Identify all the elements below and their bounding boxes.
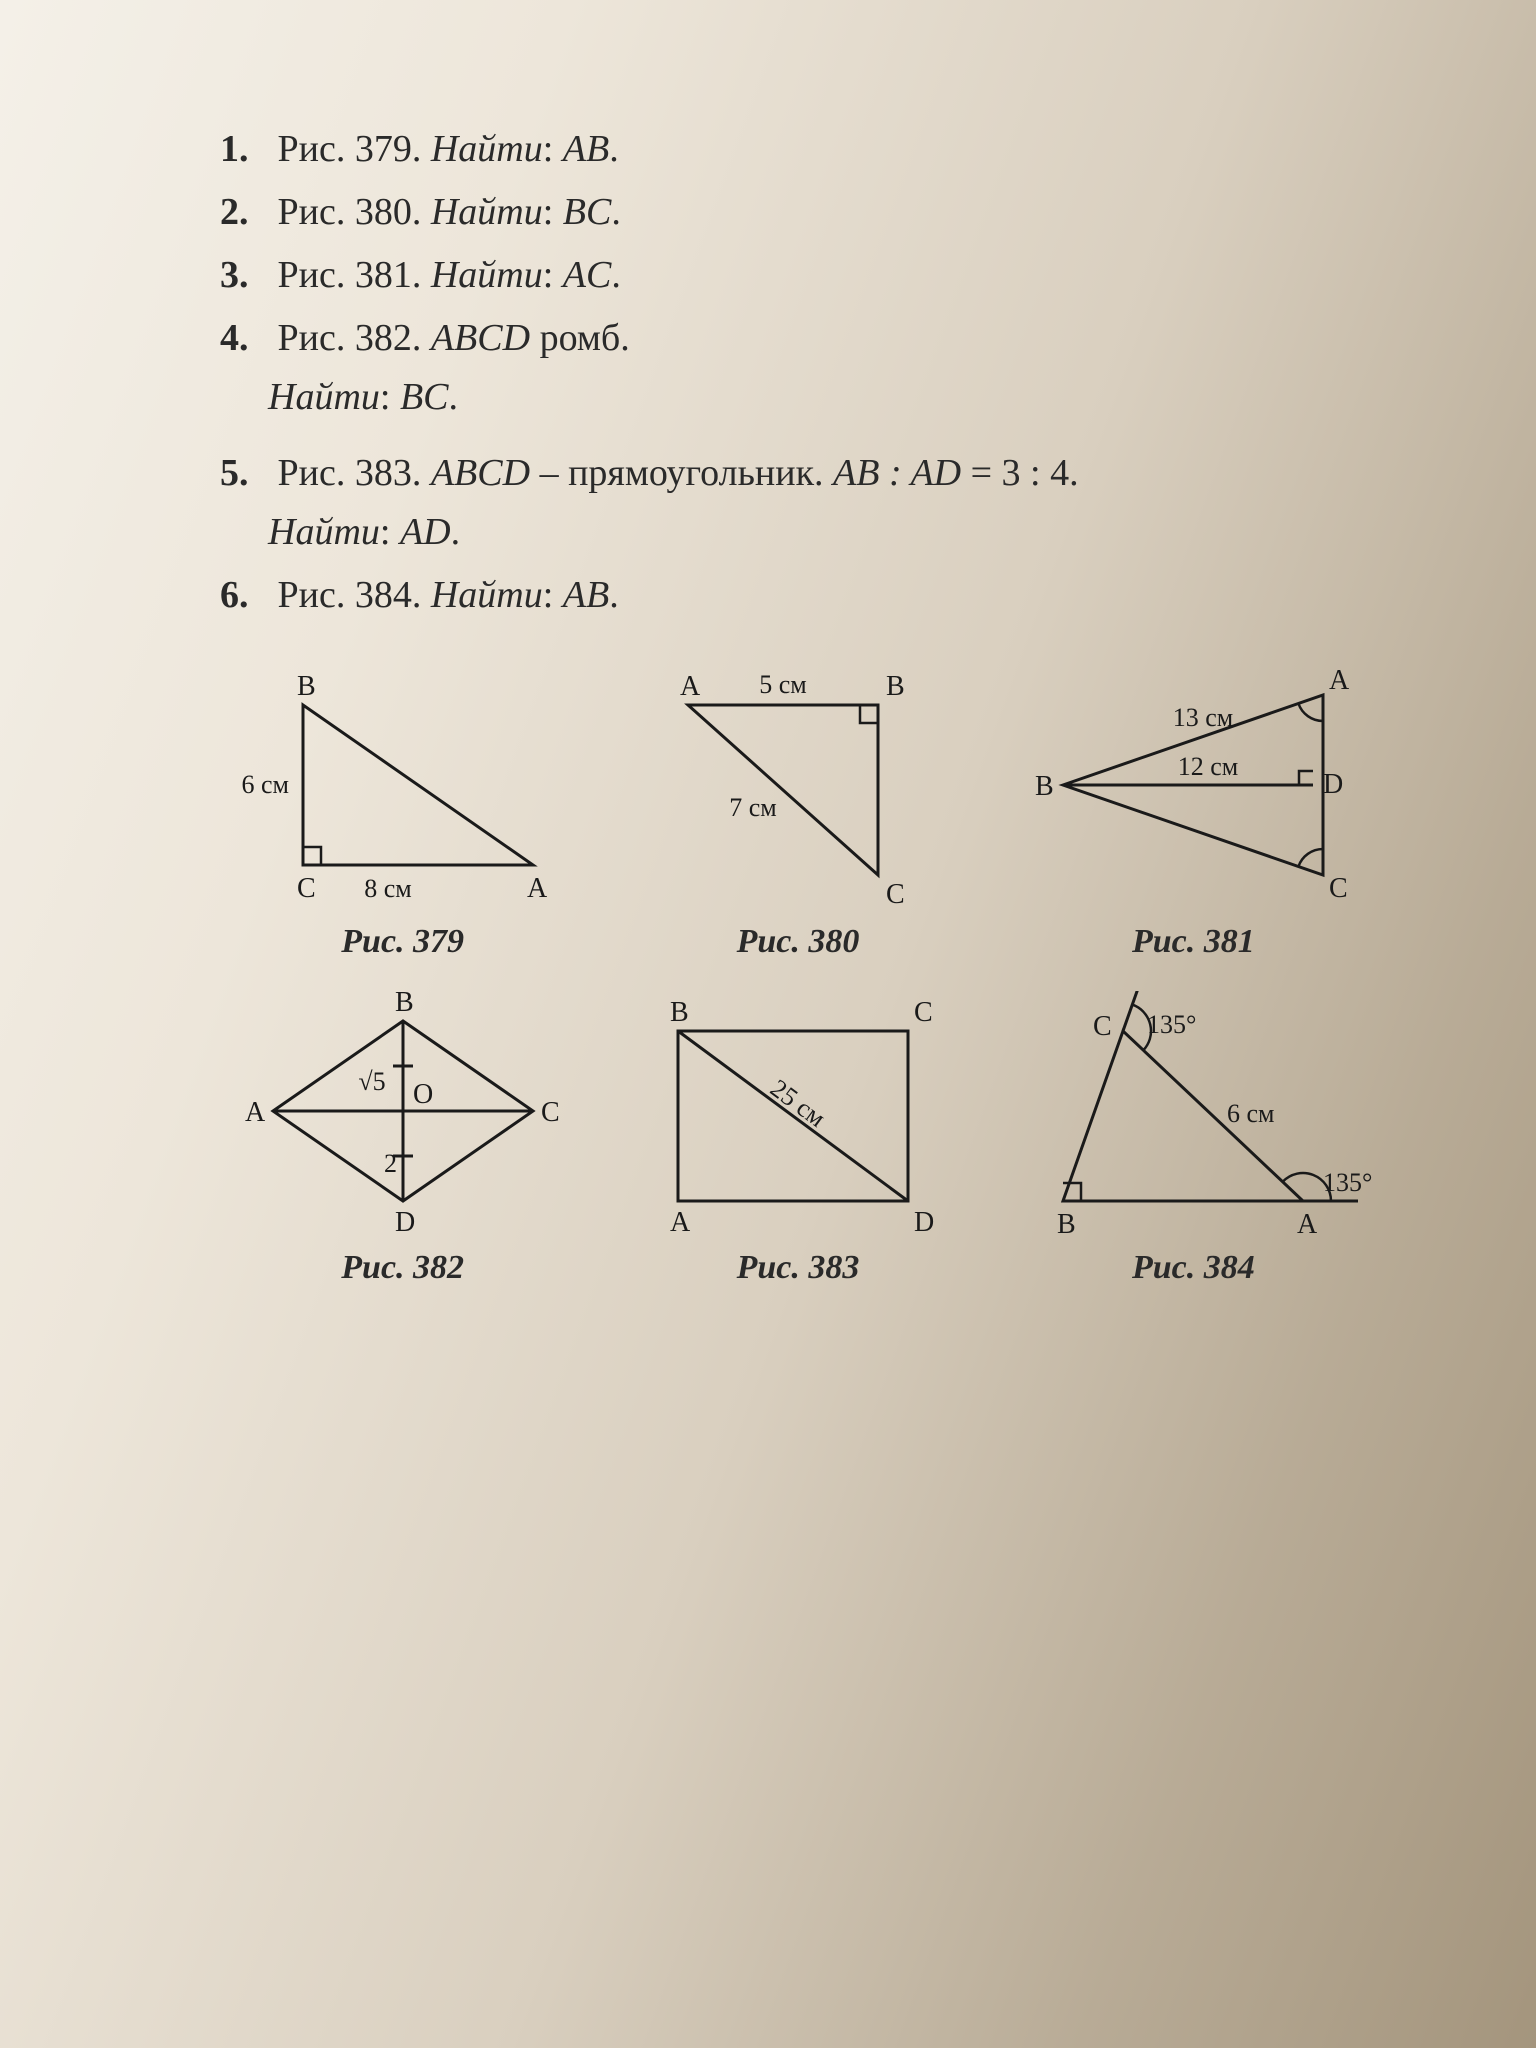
angle-arc-A [1299,704,1324,721]
vertex-label-D: D [395,1207,415,1238]
extension-C [1123,991,1141,1031]
find-var: AB [563,128,609,170]
problem-4: 4. Рис. 382. ABCD ромб. Найти: BC. [220,309,1376,427]
vertex-label-B: B [1057,1209,1076,1240]
figures-grid: B C A 6 см 8 см Рис. 379 A B C 5 см 7 см… [220,665,1376,1287]
vertex-label-A: A [1297,1209,1318,1240]
dim-ca: 8 см [364,874,412,903]
vertex-label-C: C [541,1097,560,1128]
problem-4-line2: Найти: BC. [268,368,1376,427]
vertex-label-A: A [680,671,701,702]
vertex-label-A: A [527,873,548,904]
figure-caption: Рис. 381 [1011,923,1376,961]
problem-number: 3. [220,246,268,305]
find-label: Найти [268,511,380,553]
right-angle-mark [1299,771,1313,785]
dim-ac: 7 см [729,793,777,822]
angle-A-label: 135° [1323,1168,1372,1197]
vertex-label-C: C [1093,1011,1112,1042]
problem-5-line2: Найти: AD. [268,503,1376,562]
textbook-page: 1. Рис. 379. Найти: AB. 2. Рис. 380. Най… [0,0,1536,2048]
find-var: BC [563,191,612,233]
fig-379-svg: B C A 6 см 8 см [233,665,573,915]
vertex-label-A: A [245,1097,266,1128]
find-label: Найти [268,376,380,418]
problem-1: 1. Рис. 379. Найти: AB. [220,120,1376,179]
problem-number: 5. [220,444,268,503]
vertex-label-O: O [413,1079,433,1110]
fig-380-svg: A B C 5 см 7 см [628,665,968,915]
dim-bd: 12 см [1178,752,1239,781]
vertex-label-C: C [886,879,905,910]
dim-ab: 5 см [759,670,807,699]
dim-diag: 25 см [765,1074,831,1133]
problem-number: 6. [220,566,268,625]
dim-ca: 6 см [1227,1099,1275,1128]
problem-ref: Рис. 383. [278,452,431,494]
dim-od: 2 [384,1149,397,1178]
vertex-label-A: A [670,1207,691,1238]
figure-379: B C A 6 см 8 см Рис. 379 [220,665,585,961]
find-label: Найти [431,128,543,170]
find-label: Найти [431,191,543,233]
right-angle-mark [860,705,878,723]
figure-384: A B C 135° 135° 6 см Рис. 384 [1011,991,1376,1287]
find-label: Найти [431,574,543,616]
find-var: BC [400,376,449,418]
figure-380: A B C 5 см 7 см Рис. 380 [615,665,980,961]
find-label: Найти [431,254,543,296]
vertex-label-B: B [670,997,689,1028]
find-var: AC [563,254,612,296]
fig-381-svg: A B C D 13 см 12 см [1023,665,1363,915]
problem-number: 1. [220,120,268,179]
fig-383-svg: A B C D 25 см [628,991,968,1241]
figure-383: A B C D 25 см Рис. 383 [615,991,980,1287]
vertex-label-B: B [395,991,414,1018]
shape-name: ABCD [431,452,530,494]
ratio-lhs: AB : AD [833,452,961,494]
angle-arc-C [1299,849,1324,866]
fig-384-svg: A B C 135° 135° 6 см [1013,991,1373,1241]
vertex-label-C: C [1329,873,1348,904]
vertex-label-C: C [914,997,933,1028]
triangle-379 [303,705,533,865]
vertex-label-D: D [914,1207,934,1238]
dim-ba: 13 см [1173,703,1234,732]
figure-caption: Рис. 383 [615,1249,980,1287]
vertex-label-B: B [886,671,905,702]
find-var: AD [400,511,451,553]
problem-ref: Рис. 380. [278,191,431,233]
problem-ref: Рис. 382. [278,317,431,359]
right-angle-mark [303,847,321,865]
problem-ref: Рис. 379. [278,128,431,170]
figure-caption: Рис. 379 [220,923,585,961]
vertex-label-C: C [297,873,316,904]
problem-6: 6. Рис. 384. Найти: AB. [220,566,1376,625]
figure-381: A B C D 13 см 12 см Рис. 381 [1011,665,1376,961]
triangle-380 [688,705,878,875]
problem-number: 4. [220,309,268,368]
figure-caption: Рис. 382 [220,1249,585,1287]
problem-3: 3. Рис. 381. Найти: AC. [220,246,1376,305]
problem-number: 2. [220,183,268,242]
vertex-label-B: B [1035,771,1054,802]
problem-2: 2. Рис. 380. Найти: BC. [220,183,1376,242]
problem-list: 1. Рис. 379. Найти: AB. 2. Рис. 380. Най… [220,120,1376,625]
figure-382: A B C D O √5 2 Рис. 382 [220,991,585,1287]
find-var: AB [563,574,609,616]
problem-ref: Рис. 381. [278,254,431,296]
figure-caption: Рис. 380 [615,923,980,961]
problem-ref: Рис. 384. [278,574,431,616]
vertex-label-B: B [297,671,316,702]
dim-ob: √5 [358,1067,385,1096]
fig-382-svg: A B C D O √5 2 [233,991,573,1241]
vertex-label-D: D [1323,769,1343,800]
shape-name: ABCD [431,317,530,359]
vertex-label-A: A [1329,665,1350,696]
figure-caption: Рис. 384 [1011,1249,1376,1287]
angle-C-label: 135° [1147,1010,1196,1039]
problem-5: 5. Рис. 383. ABCD – прямоугольник. AB : … [220,444,1376,562]
dim-bc: 6 см [241,770,289,799]
